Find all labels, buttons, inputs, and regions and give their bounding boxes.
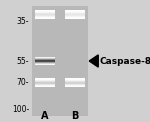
- Text: A: A: [41, 111, 49, 121]
- Polygon shape: [89, 55, 98, 67]
- Text: 35-: 35-: [17, 17, 29, 26]
- Text: 70-: 70-: [17, 78, 29, 87]
- Text: B: B: [71, 111, 79, 121]
- Text: 55-: 55-: [17, 56, 29, 66]
- FancyBboxPatch shape: [32, 6, 88, 116]
- Text: 100-: 100-: [12, 105, 29, 114]
- Text: Caspase-8: Caspase-8: [100, 56, 150, 66]
